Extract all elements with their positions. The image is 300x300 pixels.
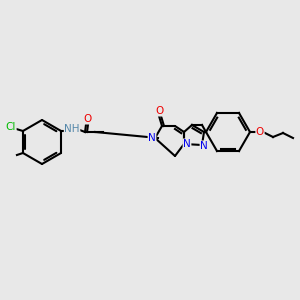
Text: O: O (256, 127, 264, 137)
Text: Cl: Cl (6, 122, 16, 132)
Text: O: O (156, 106, 164, 116)
Text: NH: NH (64, 124, 80, 134)
Text: O: O (83, 114, 91, 124)
Text: N: N (148, 133, 156, 143)
Text: N: N (200, 141, 208, 151)
Text: N: N (183, 139, 191, 149)
